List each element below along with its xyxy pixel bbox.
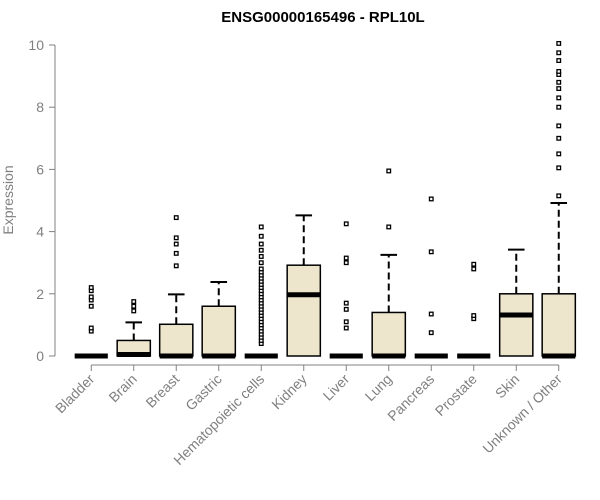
outlier-point bbox=[556, 40, 562, 46]
box-group bbox=[286, 214, 322, 357]
outlier-point bbox=[173, 250, 179, 256]
outlier-point bbox=[386, 224, 392, 230]
outlier-point bbox=[258, 224, 264, 230]
y-axis-title: Expression bbox=[0, 165, 16, 234]
box-iqr bbox=[286, 264, 322, 357]
outlier-point bbox=[343, 319, 349, 325]
box-group bbox=[74, 285, 108, 359]
outlier-point bbox=[471, 261, 477, 267]
outlier-point bbox=[131, 308, 137, 314]
box-group bbox=[329, 221, 363, 359]
outlier-point bbox=[173, 263, 179, 269]
outlier-point bbox=[258, 254, 264, 259]
x-tick-label: Breast bbox=[142, 371, 182, 411]
y-tick-label: 8 bbox=[36, 99, 44, 115]
outlier-point bbox=[556, 165, 562, 171]
outlier-point bbox=[556, 135, 562, 141]
box-group bbox=[371, 168, 407, 359]
box-group bbox=[158, 215, 194, 359]
outlier-point bbox=[471, 266, 477, 272]
outlier-point bbox=[428, 196, 434, 202]
outlier-point bbox=[131, 303, 137, 309]
outlier-point bbox=[556, 86, 562, 91]
outlier-point bbox=[88, 303, 94, 309]
outlier-point bbox=[258, 266, 264, 272]
outlier-point bbox=[556, 50, 562, 56]
outlier-point bbox=[258, 241, 264, 247]
outlier-point bbox=[343, 221, 349, 227]
boxes-layer bbox=[74, 40, 577, 359]
outlier-point bbox=[556, 104, 562, 110]
x-tick-label: Lung bbox=[362, 371, 395, 404]
outlier-point bbox=[173, 235, 179, 241]
x-tick-label: Unknown / Other bbox=[479, 371, 565, 457]
outlier-point bbox=[343, 255, 349, 261]
outlier-point bbox=[258, 247, 264, 253]
outlier-point bbox=[386, 168, 392, 174]
outlier-point bbox=[556, 95, 562, 101]
chart-title: ENSG00000165496 - RPL10L bbox=[221, 9, 424, 26]
box-group bbox=[498, 248, 534, 357]
outlier-point bbox=[343, 325, 349, 331]
outlier-point bbox=[258, 233, 264, 239]
y-tick-label: 0 bbox=[36, 348, 44, 364]
x-tick-label: Prostate bbox=[432, 371, 480, 419]
box-group bbox=[541, 40, 577, 359]
outlier-point bbox=[556, 123, 562, 129]
outlier-point bbox=[428, 330, 434, 336]
outlier-point bbox=[88, 325, 94, 331]
outlier-point bbox=[88, 294, 94, 300]
box-iqr bbox=[158, 323, 194, 357]
box-group bbox=[244, 224, 278, 359]
x-tick-label: Brain bbox=[105, 371, 139, 405]
x-tick-label: Skin bbox=[492, 371, 523, 402]
outlier-point bbox=[343, 300, 349, 306]
y-tick-label: 6 bbox=[36, 161, 44, 177]
box-group bbox=[201, 280, 237, 359]
outlier-point bbox=[343, 306, 349, 312]
outlier-point bbox=[556, 193, 562, 199]
box-group bbox=[116, 299, 152, 357]
outlier-point bbox=[258, 260, 264, 266]
y-axis: 0 2 4 6 8 10 bbox=[28, 37, 56, 364]
y-tick-label: 4 bbox=[36, 224, 44, 240]
x-tick-label: Kidney bbox=[268, 371, 310, 413]
box-iqr bbox=[541, 293, 577, 357]
outlier-point bbox=[173, 215, 179, 221]
y-tick-label: 10 bbox=[28, 37, 44, 53]
box-iqr bbox=[498, 293, 534, 357]
outlier-point bbox=[556, 58, 562, 63]
outlier-point bbox=[343, 260, 349, 266]
x-tick-label: Bladder bbox=[52, 371, 98, 417]
outlier-point bbox=[88, 285, 94, 291]
x-tick-label: Liver bbox=[320, 371, 353, 404]
outlier-point bbox=[471, 313, 477, 319]
outlier-point bbox=[131, 299, 137, 305]
x-tick-label: Pancreas bbox=[384, 371, 437, 424]
outlier-point bbox=[556, 151, 562, 157]
y-tick-label: 2 bbox=[36, 286, 44, 302]
outlier-point bbox=[556, 79, 562, 85]
outlier-point bbox=[556, 68, 562, 74]
box-group bbox=[414, 196, 448, 359]
box-iqr bbox=[201, 305, 237, 357]
box-iqr bbox=[371, 311, 407, 357]
box-group bbox=[457, 261, 491, 359]
outlier-point bbox=[428, 311, 434, 317]
outlier-point bbox=[173, 241, 179, 247]
outlier-point bbox=[428, 249, 434, 255]
